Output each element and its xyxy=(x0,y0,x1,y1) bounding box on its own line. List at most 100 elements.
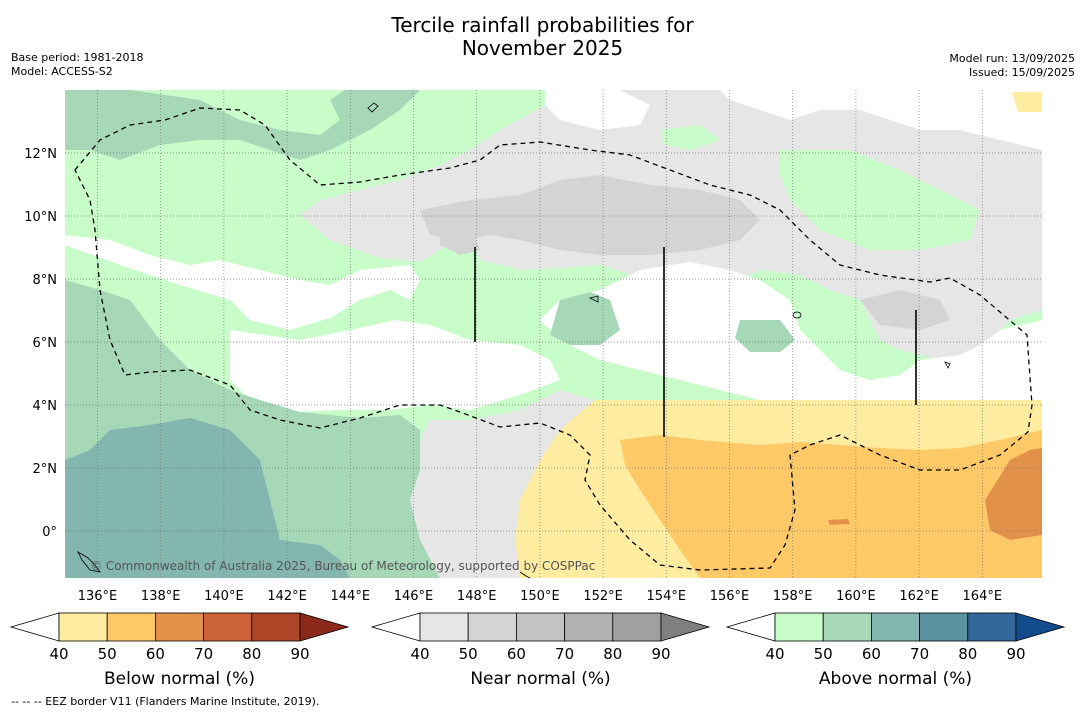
colorbar-tick-label: 80 xyxy=(242,645,261,663)
marker-lines xyxy=(474,247,917,437)
colorbar-tick-label: 70 xyxy=(555,645,574,663)
white-band-upper xyxy=(65,235,420,330)
island-2 xyxy=(588,295,599,303)
colorbar-segment xyxy=(564,612,614,642)
colorbars: 40 50 60 70 80 90 Below normal (%) 40 50 60 70 80 90… xyxy=(9,612,1066,689)
colorbar-tick-label: 40 xyxy=(765,645,784,663)
x-tick-label: 162°E xyxy=(899,589,939,604)
colorbar-segment xyxy=(467,612,517,642)
colorbar-tick-label: 40 xyxy=(49,645,68,663)
colorbar-segment xyxy=(419,612,469,642)
colorbar-tick-label: 50 xyxy=(459,645,478,663)
eez-border xyxy=(74,107,1033,571)
x-tick-label: 158°E xyxy=(773,589,813,604)
title-line-2: November 2025 xyxy=(461,36,624,60)
map-title: Tercile rainfall probabilities for Novem… xyxy=(0,14,1085,60)
meta-left: Base period: 1981-2018 Model: ACCESS-S2 xyxy=(11,51,143,79)
colorbar-tick-label: 40 xyxy=(410,645,429,663)
white-band-top-mid xyxy=(545,90,650,130)
colorbar-segment xyxy=(967,612,1017,642)
colorbar-tick-label: 80 xyxy=(958,645,977,663)
y-tick-labels: 12°N 10°N 8°N 6°N 4°N 2°N 0° xyxy=(24,147,57,540)
islands xyxy=(77,102,951,579)
y-tick-label: 2°N xyxy=(33,462,58,477)
near-normal-darker-2 xyxy=(440,220,480,255)
x-tick-label: 142°E xyxy=(267,589,307,604)
grid-lines xyxy=(65,90,1042,578)
x-tick-label: 154°E xyxy=(647,589,687,604)
x-tick-label: 136°E xyxy=(78,589,118,604)
colorbar-segment xyxy=(516,612,566,642)
title-line-1: Tercile rainfall probabilities for xyxy=(391,13,694,37)
colorbar-title: Below normal (%) xyxy=(104,669,255,689)
colorbar-tick-label: 70 xyxy=(194,645,213,663)
base-period-text: Base period: 1981-2018 xyxy=(11,51,144,64)
colorbar-segment xyxy=(871,612,921,642)
colorbar-tick-label: 70 xyxy=(910,645,929,663)
colorbar-tick-label: 60 xyxy=(862,645,881,663)
colorbar-1: 40 50 60 70 80 90 Below normal (%) xyxy=(9,612,350,689)
below-normal-70 xyxy=(985,448,1042,540)
map-panel xyxy=(65,90,1042,578)
colorbar-tick-label: 50 xyxy=(814,645,833,663)
white-band-top-right xyxy=(720,90,1042,150)
colorbar-extend-low xyxy=(370,612,421,642)
y-tick-label: 4°N xyxy=(33,399,58,414)
above-normal-50-east xyxy=(735,320,795,352)
copyright-text: © Commonwealth of Australia 2025, Bureau… xyxy=(90,559,595,573)
y-tick-label: 0° xyxy=(42,525,57,540)
colorbar-tick-label: 60 xyxy=(507,645,526,663)
meta-right: Model run: 13/09/2025 Issued: 15/09/2025 xyxy=(949,52,1075,80)
x-tick-label: 164°E xyxy=(963,589,1003,604)
island-3 xyxy=(792,311,802,319)
colorbar-tick-label: 90 xyxy=(290,645,309,663)
colorbar-segment xyxy=(251,612,301,642)
colorbar-extend-high xyxy=(299,612,350,642)
colorbar-tick-label: 90 xyxy=(651,645,670,663)
colorbar-2: 40 50 60 70 80 90 Near normal (%) xyxy=(370,612,711,689)
model-text: Model: ACCESS-S2 xyxy=(11,65,113,78)
y-tick-label: 8°N xyxy=(33,273,58,288)
x-tick-label: 148°E xyxy=(457,589,497,604)
colorbar-title: Above normal (%) xyxy=(819,669,972,689)
colorbar-extend-low xyxy=(725,612,776,642)
near-normal-darker xyxy=(420,175,760,255)
island-4 xyxy=(77,550,101,573)
colorbar-segment xyxy=(106,612,156,642)
island-1 xyxy=(367,102,379,113)
y-tick-label: 10°N xyxy=(24,210,57,225)
island-5 xyxy=(944,361,951,369)
colorbar-segment xyxy=(203,612,253,642)
above-normal-70-sw xyxy=(105,440,260,560)
colorbar-title: Near normal (%) xyxy=(470,669,610,689)
below-normal-top-right xyxy=(1012,92,1042,112)
island-6 xyxy=(519,571,531,579)
x-tick-label: 140°E xyxy=(204,589,244,604)
issued-text: Issued: 15/09/2025 xyxy=(968,66,1075,79)
x-tick-labels: 136°E 138°E 140°E 142°E 144°E 146°E 148°E 150°E… xyxy=(78,589,1002,604)
above-normal-north-zone-2 xyxy=(780,150,980,250)
x-tick-label: 144°E xyxy=(331,589,371,604)
colorbar-segment xyxy=(612,612,662,642)
colorbar-tick-label: 80 xyxy=(603,645,622,663)
colorbar-segment xyxy=(919,612,969,642)
y-tick-label: 12°N xyxy=(24,147,57,162)
x-tick-label: 152°E xyxy=(583,589,623,604)
colorbar-segment xyxy=(58,612,108,642)
model-run-text: Model run: 13/09/2025 xyxy=(949,52,1075,65)
colorbar-tick-label: 60 xyxy=(146,645,165,663)
colorbar-segment xyxy=(774,612,824,642)
colorbar-segment xyxy=(822,612,872,642)
colorbar-tick-label: 90 xyxy=(1006,645,1025,663)
y-tick-label: 6°N xyxy=(33,336,58,351)
colorbar-extend-low xyxy=(9,612,60,642)
colorbar-tick-label: 50 xyxy=(98,645,117,663)
above-normal-north-zone-3 xyxy=(660,125,720,150)
colorbar-extend-high xyxy=(660,612,711,642)
x-tick-label: 160°E xyxy=(836,589,876,604)
below-normal-60 xyxy=(620,430,1042,578)
x-tick-label: 146°E xyxy=(394,589,434,604)
x-tick-label: 150°E xyxy=(520,589,560,604)
near-normal-darker-3 xyxy=(860,290,950,330)
